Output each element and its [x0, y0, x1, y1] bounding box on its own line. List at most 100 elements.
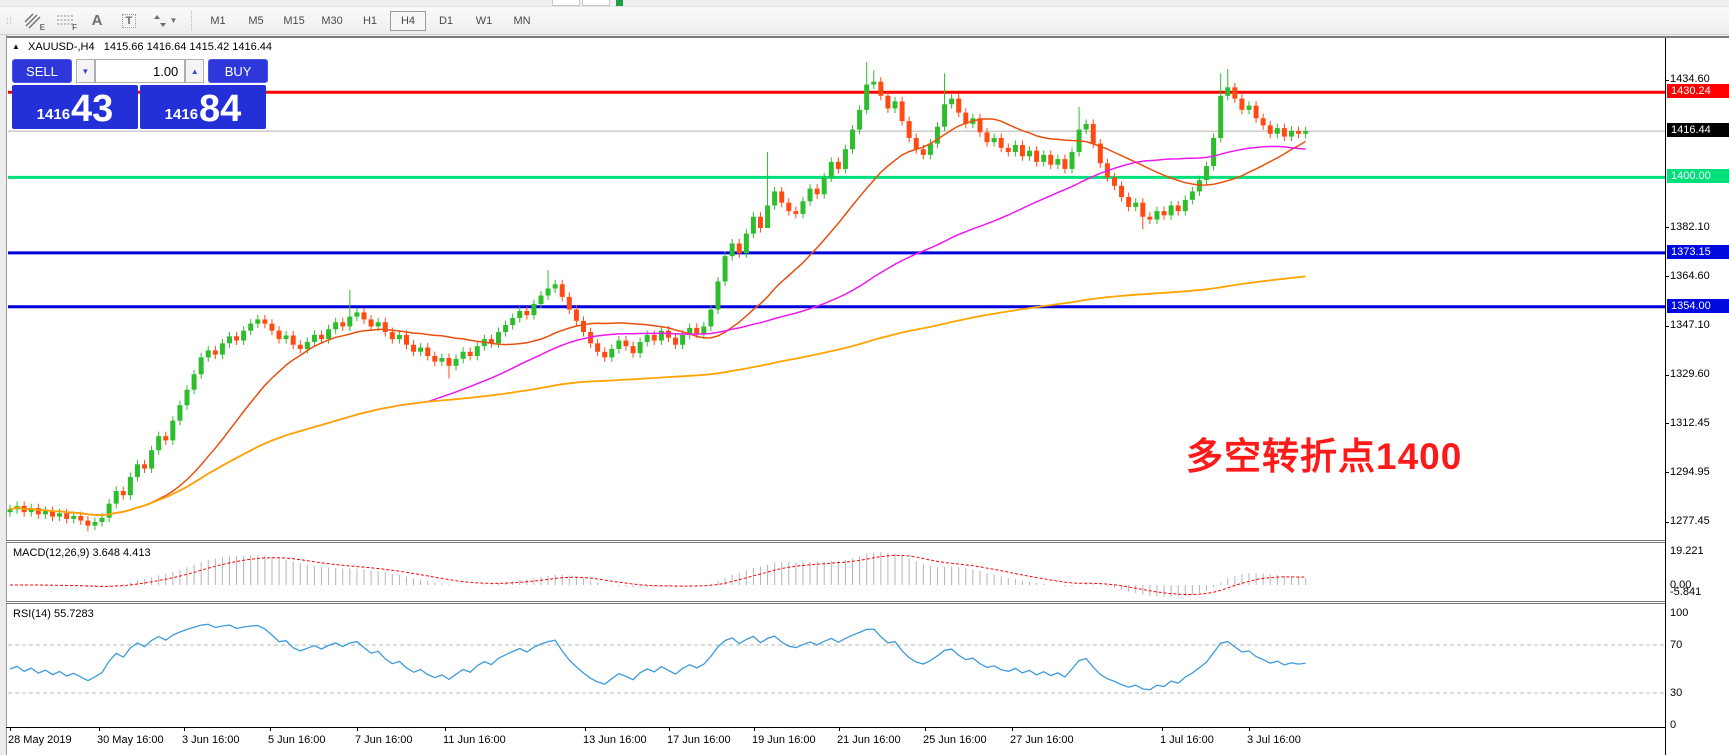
one-click-collapse-icon[interactable]: ▲: [12, 42, 20, 51]
buy-price-display[interactable]: 1416 84: [140, 85, 266, 129]
price-tick-mark: [1665, 374, 1669, 376]
macd-axis-label: 0.00: [1670, 579, 1692, 591]
date-tick-mark: [270, 727, 271, 731]
date-tick-label: 5 Jun 16:00: [268, 734, 326, 746]
date-tick-mark: [1162, 727, 1163, 731]
level-price-badge: 1430.24: [1667, 84, 1729, 99]
equidistant-channel-icon[interactable]: E: [19, 10, 47, 32]
rsi-axis-label: 100: [1670, 607, 1689, 619]
tf-button-mn[interactable]: MN: [513, 14, 531, 27]
price-tick-mark: [1665, 472, 1669, 474]
arrow-tools-icon[interactable]: ▼: [147, 10, 183, 32]
price-tick-label: 1329.60: [1670, 368, 1710, 381]
toolbar-drag-handle[interactable]: ⁞⁞: [6, 15, 14, 26]
macd-axis-label: -5.841: [1670, 586, 1702, 598]
price-tick-label: 1364.60: [1670, 269, 1710, 282]
toolbar-fragment: [582, 0, 610, 6]
date-tick-label: 3 Jul 16:00: [1247, 734, 1301, 746]
dropdown-caret-icon: ▼: [169, 16, 178, 25]
date-tick-label: 19 Jun 16:00: [752, 734, 816, 746]
ohlc-values: 1415.66 1416.64 1415.42 1416.44: [103, 41, 272, 53]
tf-button-h1[interactable]: H1: [362, 14, 378, 27]
tf-button-m30[interactable]: M30: [321, 14, 343, 27]
buy-button[interactable]: BUY: [208, 59, 269, 83]
level-price-badge: 1373.15: [1667, 244, 1729, 259]
tf-button-m1[interactable]: M1: [210, 14, 226, 27]
level-price-badge: 1354.00: [1667, 298, 1729, 313]
date-tick-mark: [1012, 727, 1013, 731]
date-tick-label: 7 Jun 16:00: [355, 734, 413, 746]
date-tick-mark: [925, 727, 926, 731]
sell-price-pips: 43: [71, 88, 114, 130]
sell-price-display[interactable]: 1416 43: [12, 85, 138, 129]
date-tick-label: 30 May 16:00: [97, 734, 164, 746]
date-tick-label: 28 May 2019: [8, 734, 72, 746]
date-tick-mark: [10, 727, 11, 731]
volume-input[interactable]: 1.00: [94, 59, 186, 83]
panel-separator[interactable]: [6, 540, 1665, 541]
sell-button[interactable]: SELL: [12, 59, 72, 83]
macd-axis-label: 19.221: [1670, 545, 1704, 557]
panel-separator[interactable]: [6, 601, 1665, 602]
rsi-axis-label: 0: [1670, 719, 1677, 731]
price-tick-mark: [1665, 79, 1669, 81]
level-price-badge: 1400.00: [1667, 169, 1729, 184]
toolbar: ⁞⁞ E F A T ▼ M1 M5 M15 M30 H1 H4 D1 W1 M…: [0, 7, 1729, 35]
price-axis[interactable]: [1666, 38, 1729, 755]
text-label-icon[interactable]: A: [91, 12, 103, 29]
macd-label: MACD(12,26,9) 3.648 4.413: [13, 547, 151, 559]
volume-decrease-button[interactable]: ▼: [75, 59, 95, 83]
tf-button-m5[interactable]: M5: [248, 14, 264, 27]
rsi-panel[interactable]: [7, 604, 1665, 727]
tf-button-w1[interactable]: W1: [475, 14, 493, 27]
date-tick-label: 17 Jun 16:00: [667, 734, 731, 746]
volume-increase-button[interactable]: ▲: [185, 59, 205, 83]
date-tick-mark: [357, 727, 358, 731]
date-tick-mark: [669, 727, 670, 731]
chart-annotation-text: 多空转折点1400: [1186, 436, 1463, 477]
date-tick-label: 27 Jun 16:00: [1010, 734, 1074, 746]
chart-window-left-edge: [0, 35, 7, 755]
date-tick-label: 11 Jun 16:00: [443, 734, 506, 746]
date-tick-mark: [839, 727, 840, 731]
date-tick-mark: [184, 727, 185, 731]
rsi-label: RSI(14) 55.7283: [13, 608, 94, 620]
macd-panel[interactable]: [7, 543, 1665, 601]
price-tick-mark: [1665, 325, 1669, 327]
chart-title: ▲ XAUUSD-,H4 1415.66 1416.64 1415.42 141…: [12, 41, 272, 53]
sell-price-major: 1416: [36, 106, 71, 123]
rsi-axis-label: 30: [1670, 687, 1683, 699]
symbol-period-label: XAUUSD-,H4: [27, 41, 95, 53]
price-axis-border: [1665, 38, 1666, 755]
tf-button-h4[interactable]: H4: [390, 10, 427, 31]
date-tick-label: 13 Jun 16:00: [583, 734, 647, 746]
buy-price-pips: 84: [199, 88, 242, 130]
price-tick-label: 1312.45: [1670, 416, 1710, 429]
date-tick-label: 21 Jun 16:00: [837, 734, 901, 746]
tf-button-m15[interactable]: M15: [283, 14, 305, 27]
date-tick-label: 25 Jun 16:00: [923, 734, 987, 746]
date-tick-mark: [754, 727, 755, 731]
fibonacci-lines-icon[interactable]: F: [57, 15, 78, 32]
date-tick-mark: [1249, 727, 1250, 731]
buy-price-major: 1416: [164, 106, 199, 123]
date-tick-label: 1 Jul 16:00: [1160, 734, 1214, 746]
date-tick-mark: [585, 727, 586, 731]
toolbar-separator: [191, 10, 193, 31]
price-tick-mark: [1665, 276, 1669, 278]
toolbar-fragment: [552, 0, 580, 6]
date-tick-mark: [445, 727, 446, 731]
price-tick-mark: [1665, 521, 1669, 523]
price-tick-mark: [1665, 423, 1669, 425]
rsi-axis-label: 70: [1670, 639, 1683, 651]
text-box-icon[interactable]: T: [115, 10, 143, 32]
one-click-trading-panel: SELL ▼ 1.00 ▲ BUY 1416 43 1416 84: [12, 59, 269, 129]
date-tick-label: 3 Jun 16:00: [182, 734, 240, 746]
price-tick-label: 1347.10: [1670, 319, 1710, 332]
top-window-strip: [0, 0, 1729, 7]
tf-button-d1[interactable]: D1: [438, 14, 454, 27]
price-tick-label: 1277.45: [1670, 515, 1710, 528]
date-axis: [7, 728, 1665, 755]
date-tick-mark: [99, 727, 100, 731]
price-tick-mark: [1665, 227, 1669, 229]
